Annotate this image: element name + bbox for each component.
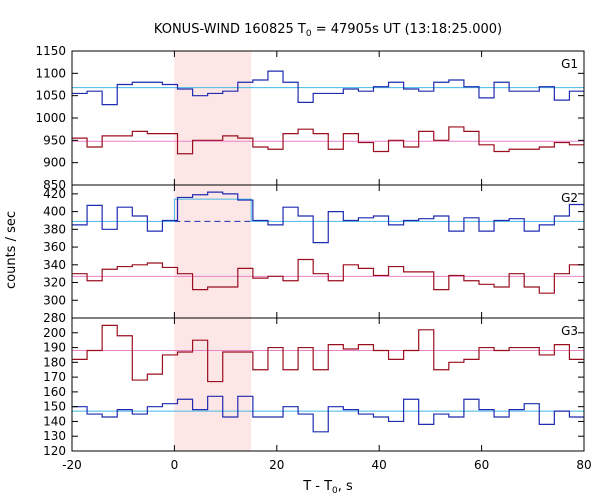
y-tick-label: 950 xyxy=(43,133,66,147)
y-tick-label: 1150 xyxy=(35,44,66,58)
plot-area xyxy=(72,70,584,164)
x-tick-label: -20 xyxy=(62,458,82,472)
y-tick-label: 130 xyxy=(43,429,66,443)
light-curve-blue xyxy=(72,391,584,433)
y-tick-label: 190 xyxy=(43,341,66,355)
y-axis-label: counts / sec xyxy=(4,211,19,289)
chart-title-rest: = 47905s UT (13:18:25.000) xyxy=(312,22,502,37)
panel-label: G3 xyxy=(561,324,578,338)
light-curve-blue xyxy=(72,191,584,244)
light-curve-blue xyxy=(72,70,584,106)
y-tick-label: 320 xyxy=(43,276,66,290)
panel-g1: 850 900 950 1000 1050 1100 1150 G1 xyxy=(35,44,585,192)
y-tick-label: 360 xyxy=(43,240,66,254)
y-tick-label: 1000 xyxy=(35,111,66,125)
y-tick-label: 1100 xyxy=(35,66,66,80)
burst-interval-shade xyxy=(174,51,252,185)
panel-g2: 280 300 320 340 360 380 400 420 G2 xyxy=(43,184,585,325)
x-axis-label: T - T0, s xyxy=(302,479,353,496)
panel-frame xyxy=(71,317,585,452)
burst-interval-shade xyxy=(174,185,252,318)
x-tick-label: 20 xyxy=(269,458,284,472)
y-tick-label: 150 xyxy=(43,400,66,414)
y-tick-label: 1050 xyxy=(35,89,66,103)
panels-group: 850 900 950 1000 1050 1100 1150 G1 280 300 320 340 3… xyxy=(35,44,592,472)
x-tick-label: 80 xyxy=(576,458,591,472)
plot-area xyxy=(72,324,584,433)
y-tick-label: 180 xyxy=(43,355,66,369)
y-tick-label: 420 xyxy=(43,187,66,201)
burst-interval-shade xyxy=(174,318,252,451)
y-tick-label: 140 xyxy=(43,414,66,428)
y-tick-label: 170 xyxy=(43,370,66,384)
burst-level-step xyxy=(173,198,252,222)
x-tick-label: 40 xyxy=(372,458,387,472)
panel-label: G1 xyxy=(561,57,578,71)
y-tick-label: 200 xyxy=(43,326,66,340)
light-curve-red xyxy=(72,258,584,294)
y-tick-label: 280 xyxy=(43,311,66,325)
light-curve-red xyxy=(72,324,584,383)
x-axis-label-subscript: 0 xyxy=(332,486,338,496)
x-tick-label: 0 xyxy=(171,458,179,472)
y-tick-label: 400 xyxy=(43,205,66,219)
y-tick-label: 900 xyxy=(43,156,66,170)
x-axis-label-rest: , s xyxy=(338,479,353,494)
y-tick-label: 120 xyxy=(43,444,66,458)
panel-label: G2 xyxy=(561,191,578,205)
light-curve-red xyxy=(72,126,584,164)
y-tick-label: 340 xyxy=(43,258,66,272)
plot-area xyxy=(72,191,584,294)
y-tick-label: 380 xyxy=(43,222,66,236)
chart-title: KONUS-WIND 160825 T0 = 47905s UT (13:18:… xyxy=(154,22,502,39)
y-tick-label: 850 xyxy=(43,178,66,192)
y-tick-label: 300 xyxy=(43,293,66,307)
chart-title-subscript: 0 xyxy=(306,29,312,39)
y-tick-label: 160 xyxy=(43,385,66,399)
x-tick-label: 60 xyxy=(474,458,489,472)
